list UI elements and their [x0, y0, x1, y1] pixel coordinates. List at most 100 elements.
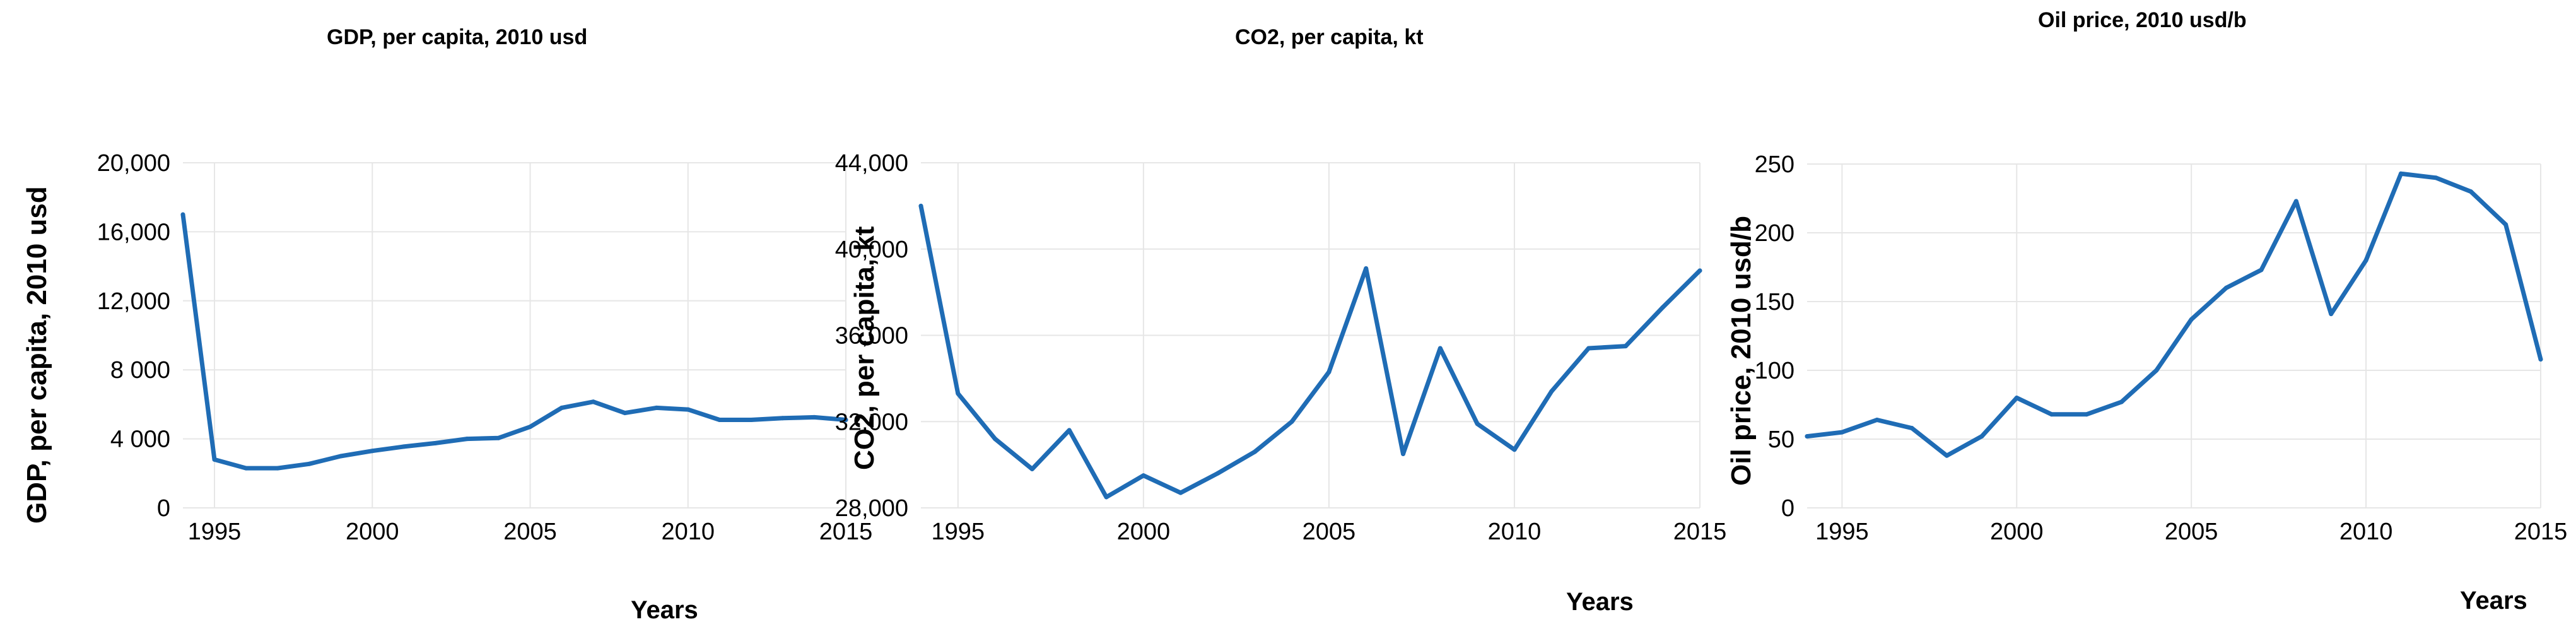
data-point — [2119, 399, 2124, 404]
data-point — [2084, 412, 2089, 417]
data-point — [1215, 471, 1220, 476]
data-point — [2468, 189, 2473, 194]
data-point — [1326, 370, 1332, 375]
y-tick-label: 8 000 — [110, 357, 170, 384]
data-point — [1697, 268, 1702, 273]
co2-chart-panel: CO2, per capita, kt CO2, per capita, kt … — [835, 0, 1727, 629]
y-tick-label: 0 — [1781, 495, 1794, 522]
data-point — [2014, 396, 2019, 401]
x-tick-label: 2010 — [661, 519, 715, 545]
y-tick-label: 16,000 — [97, 219, 170, 245]
data-point — [1909, 426, 1914, 431]
y-tick-label: 0 — [157, 495, 170, 522]
data-point — [1364, 266, 1369, 271]
data-point — [1623, 344, 1628, 349]
data-point — [780, 416, 785, 421]
data-point — [528, 424, 533, 429]
data-point — [275, 466, 280, 471]
gridlines — [1807, 163, 2541, 508]
data-point — [1475, 421, 1480, 426]
y-tick-label: 36,000 — [835, 323, 908, 350]
data-point — [2154, 368, 2159, 373]
data-point — [654, 405, 659, 410]
data-point — [2049, 412, 2054, 417]
data-point — [1437, 346, 1443, 351]
data-point — [433, 440, 438, 445]
oil-price-line-chart: 0 50 100 150 200 250 1995 2000 2005 2010 2015 — [1755, 151, 2568, 545]
x-axis-label: Years — [631, 596, 698, 624]
x-tick-label: 1995 — [188, 519, 242, 545]
y-tick-label: 40,000 — [835, 237, 908, 263]
data-point — [2329, 312, 2334, 317]
y-tick-label: 28,000 — [835, 495, 908, 522]
data-point — [749, 418, 754, 423]
co2-line-chart: 28,000 32,000 36,000 40,000 44,000 1995 2000 20… — [835, 150, 1727, 545]
data-point — [464, 437, 469, 442]
data-point — [1178, 490, 1183, 495]
gridlines — [921, 162, 1701, 508]
data-point — [1979, 434, 1984, 439]
gridlines — [183, 162, 846, 508]
data-point — [559, 405, 565, 410]
x-tick-label: 2005 — [503, 519, 557, 545]
x-tick-label: 1995 — [932, 519, 985, 545]
data-point — [2189, 317, 2194, 322]
data-point — [2538, 357, 2543, 362]
data-point — [1104, 495, 1109, 500]
data-point — [993, 437, 998, 442]
y-tick-label: 150 — [1755, 289, 1794, 315]
x-tick-label: 2005 — [2165, 519, 2218, 545]
series-line — [1805, 171, 2543, 458]
oil-price-chart-panel: Oil price, 2010 usd/b Oil price, 2010 us… — [1717, 0, 2576, 629]
data-point — [370, 449, 375, 454]
y-tick-label: 250 — [1755, 151, 1794, 178]
data-point — [956, 391, 961, 396]
data-point — [180, 212, 185, 217]
data-point — [1805, 434, 1810, 439]
y-tick-label: 12,000 — [97, 288, 170, 315]
data-point — [717, 418, 722, 423]
gdp-line-chart: 0 4 000 8 000 12,000 16,000 20,000 1995 2000 200… — [97, 150, 873, 545]
x-tick-label: 2005 — [1303, 519, 1356, 545]
data-point — [2398, 171, 2403, 176]
x-tick-label: 2000 — [1990, 519, 2044, 545]
data-point — [918, 203, 923, 208]
x-tick-label: 2010 — [1488, 519, 1542, 545]
x-tick-label: 2015 — [819, 519, 873, 545]
data-point — [1875, 417, 1880, 422]
data-point — [843, 418, 848, 423]
x-tick-label: 2015 — [1673, 519, 1727, 545]
y-tick-label: 32,000 — [835, 409, 908, 435]
y-tick-label: 200 — [1755, 220, 1794, 247]
data-point — [2363, 258, 2368, 263]
data-point — [1549, 389, 1554, 394]
y-tick-label: 44,000 — [835, 150, 908, 177]
data-point — [1067, 428, 1072, 433]
data-point — [2433, 175, 2438, 180]
data-point — [1029, 466, 1034, 471]
data-point — [307, 461, 312, 466]
data-point — [212, 457, 217, 462]
data-point — [1252, 449, 1257, 454]
x-tick-label: 2000 — [346, 519, 399, 545]
data-point — [1289, 419, 1294, 424]
data-point — [1839, 430, 1844, 435]
y-tick-label: 20,000 — [97, 150, 170, 177]
data-point — [1660, 305, 1665, 310]
data-point — [2224, 285, 2229, 290]
data-point — [686, 407, 691, 412]
data-point — [1141, 473, 1146, 478]
data-point — [1512, 447, 1517, 452]
data-point — [338, 454, 343, 459]
x-tick-label: 1995 — [1815, 519, 1869, 545]
data-point — [2293, 199, 2298, 204]
y-tick-label: 4 000 — [110, 426, 170, 453]
data-point — [243, 466, 249, 471]
data-point — [496, 435, 501, 440]
chart-title: Oil price, 2010 usd/b — [2038, 8, 2247, 32]
x-axis-label: Years — [1566, 588, 1634, 616]
x-tick-label: 2010 — [2339, 519, 2393, 545]
data-point — [1401, 452, 1406, 457]
data-point — [2503, 222, 2509, 227]
y-tick-label: 50 — [1768, 426, 1794, 453]
